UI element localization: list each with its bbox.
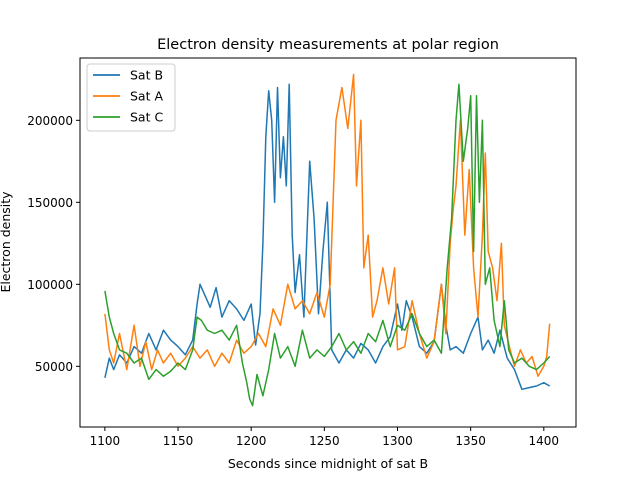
- plot-frame: [79, 57, 577, 428]
- series-layer: [104, 73, 551, 407]
- legend-label-sat-c: Sat C: [130, 110, 163, 125]
- x-tick-label: 1200: [236, 434, 267, 448]
- x-axis-label: Seconds since midnight of sat B: [228, 456, 428, 471]
- legend-label-sat-b: Sat B: [130, 68, 163, 83]
- y-axis-label: Electron density: [0, 191, 13, 293]
- y-tick-label: 50000: [35, 360, 73, 374]
- x-tick-label: 1350: [455, 434, 486, 448]
- legend-box: [86, 63, 176, 132]
- x-tick-label: 1150: [163, 434, 194, 448]
- y-tick-label: 100000: [27, 278, 73, 292]
- series-line-sat-a: [104, 73, 551, 377]
- x-tick-label: 1300: [382, 434, 413, 448]
- legend: Sat B Sat A Sat C: [86, 63, 176, 132]
- series-line-sat-b: [104, 83, 551, 391]
- x-axis: 1100 1150 1200 1250 1300 1350 1400: [90, 427, 559, 448]
- y-tick-label: 200000: [27, 114, 73, 128]
- y-axis: 50000 100000 150000 200000: [27, 114, 80, 374]
- legend-label-sat-a: Sat A: [130, 89, 163, 104]
- y-tick-label: 150000: [27, 196, 73, 210]
- chart-title: Electron density measurements at polar r…: [157, 37, 499, 53]
- x-tick-label: 1400: [529, 434, 560, 448]
- series-line-sat-c: [104, 83, 551, 407]
- x-tick-label: 1250: [309, 434, 340, 448]
- x-tick-label: 1100: [90, 434, 121, 448]
